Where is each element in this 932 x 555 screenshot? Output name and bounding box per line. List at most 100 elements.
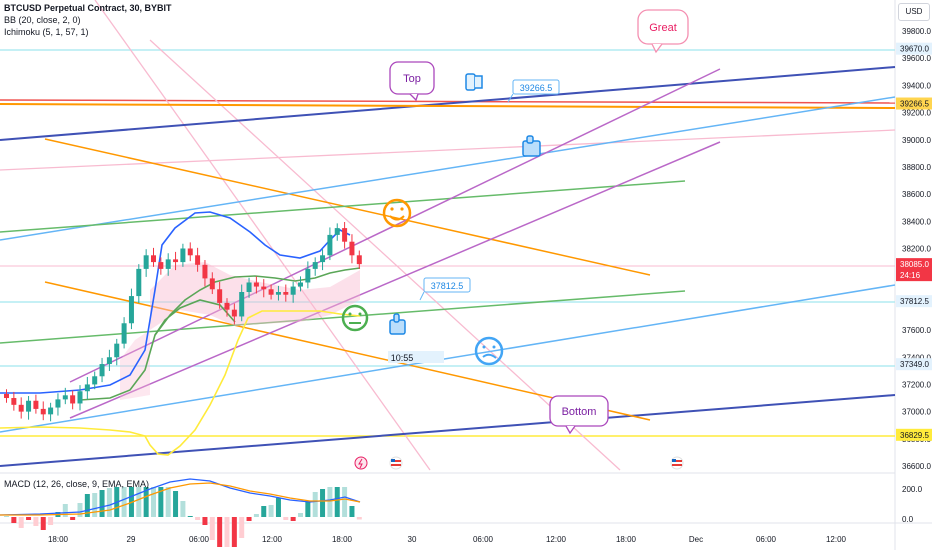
neutral-face-icon[interactable]: [341, 304, 369, 332]
bb-band-line[interactable]: [79, 267, 361, 401]
level-39266-red[interactable]: [0, 99, 896, 104]
candle[interactable]: [4, 389, 9, 403]
candle[interactable]: [298, 276, 303, 292]
candle[interactable]: [327, 227, 333, 261]
price-callout-low[interactable]: 37812.5: [419, 277, 471, 301]
bb-basis-line[interactable]: [0, 211, 351, 394]
candle[interactable]: [209, 272, 215, 295]
confused-face-icon[interactable]: [474, 336, 504, 366]
candle[interactable]: [246, 277, 252, 298]
candle[interactable]: [136, 264, 142, 304]
bb-indicator-label[interactable]: BB (20, close, 2, 0): [4, 15, 81, 25]
price-tick-label: 39200.0: [902, 109, 931, 118]
candle[interactable]: [217, 281, 223, 309]
trendline-pink-2[interactable]: [149, 39, 621, 471]
signal-line[interactable]: [0, 482, 361, 516]
trendline-green-1[interactable]: [0, 180, 686, 233]
candle[interactable]: [320, 249, 326, 271]
candle[interactable]: [224, 298, 230, 317]
time-axis[interactable]: 18:00 29 06:00 12:00 18:00 30 06:00 12:00 18:00 D…: [48, 535, 847, 544]
price-label-badge[interactable]: 36829.5: [896, 428, 932, 441]
candle[interactable]: [202, 260, 208, 287]
trendline-pink-1[interactable]: [94, 0, 431, 471]
candle[interactable]: [268, 284, 274, 300]
candle[interactable]: [143, 249, 149, 277]
trendline-pink-3[interactable]: [0, 129, 896, 171]
candle[interactable]: [283, 284, 289, 302]
candle[interactable]: [11, 391, 17, 411]
thumb-up-icon[interactable]: [522, 135, 541, 157]
candle[interactable]: [356, 250, 362, 269]
trendline-navy-bottom[interactable]: [0, 394, 896, 467]
candle[interactable]: [187, 242, 193, 262]
candle[interactable]: [253, 276, 259, 294]
candle[interactable]: [290, 281, 296, 303]
lightning-event-icon[interactable]: [354, 456, 368, 470]
macd-legend[interactable]: MACD (12, 26, close, 9, EMA, EMA): [4, 479, 150, 489]
trendline-orange-horizontal[interactable]: [0, 103, 896, 109]
candle[interactable]: [33, 394, 39, 414]
price-callout-high[interactable]: 39266.5: [507, 79, 560, 103]
price-label-badge[interactable]: 24:16: [896, 269, 932, 282]
trendline-purple-2[interactable]: [69, 141, 721, 419]
trendline-navy-top[interactable]: [0, 66, 896, 141]
candle[interactable]: [70, 390, 76, 410]
candle[interactable]: [231, 303, 237, 325]
candle[interactable]: [312, 257, 318, 276]
trendline-orange-2[interactable]: [44, 281, 651, 421]
candle[interactable]: [334, 223, 340, 241]
trendline-lightblue-2[interactable]: [0, 284, 896, 433]
smiley-face-icon[interactable]: [382, 198, 412, 228]
candle[interactable]: [173, 251, 179, 271]
candles-group[interactable]: [4, 221, 362, 422]
top-callout[interactable]: Top: [389, 61, 435, 102]
us-flag-event-icon-2[interactable]: [670, 456, 684, 470]
candle[interactable]: [239, 284, 245, 322]
candle[interactable]: [195, 247, 201, 272]
candle[interactable]: [180, 243, 186, 267]
candle[interactable]: [349, 234, 355, 264]
trendline-orange-1[interactable]: [44, 138, 651, 276]
hand-pointing-icon[interactable]: [389, 313, 406, 335]
candle[interactable]: [99, 357, 105, 383]
candle[interactable]: [48, 402, 54, 422]
candle[interactable]: [106, 349, 112, 371]
bottom-callout[interactable]: Bottom: [549, 395, 609, 435]
price-label-badge[interactable]: 38085.0: [896, 258, 932, 271]
candle[interactable]: [18, 397, 24, 419]
ichimoku-yellow-line[interactable]: [0, 310, 361, 456]
price-axis[interactable]: 39800.0 39600.0 39400.0 39200.0 39000.0 38800…: [896, 27, 932, 524]
price-label-badge[interactable]: 39670.0: [896, 42, 932, 55]
symbol-label[interactable]: BTCUSD Perpetual Contract, 30, BYBIT: [4, 3, 172, 13]
candle[interactable]: [158, 257, 164, 275]
candle[interactable]: [77, 385, 83, 411]
price-label-badge[interactable]: 37349.0: [896, 358, 932, 371]
time-marker[interactable]: 10:55: [388, 351, 444, 363]
candle[interactable]: [261, 279, 267, 298]
macd-pane[interactable]: [4, 487, 362, 547]
candle[interactable]: [128, 288, 134, 330]
candle[interactable]: [165, 253, 171, 276]
ichimoku-indicator-label[interactable]: Ichimoku (5, 1, 57, 1): [4, 27, 89, 37]
currency-button[interactable]: USD: [898, 3, 930, 21]
candle[interactable]: [342, 221, 348, 249]
candle[interactable]: [92, 371, 98, 390]
us-flag-event-icon[interactable]: [389, 456, 403, 470]
candle[interactable]: [55, 393, 61, 416]
candle[interactable]: [275, 285, 281, 301]
trendline-lightblue-1[interactable]: [0, 96, 896, 241]
price-label-badge[interactable]: 37812.5: [896, 295, 932, 308]
candle[interactable]: [305, 261, 311, 289]
great-callout[interactable]: Great: [637, 9, 689, 54]
candle[interactable]: [40, 401, 46, 421]
candle[interactable]: [121, 317, 127, 349]
candle[interactable]: [62, 387, 68, 405]
candle[interactable]: [114, 338, 120, 366]
candle[interactable]: [26, 395, 32, 420]
candle[interactable]: [151, 247, 156, 267]
price-label-badge[interactable]: 39266.5: [896, 97, 932, 110]
thumb-down-icon[interactable]: [465, 73, 483, 91]
candle[interactable]: [84, 376, 90, 400]
